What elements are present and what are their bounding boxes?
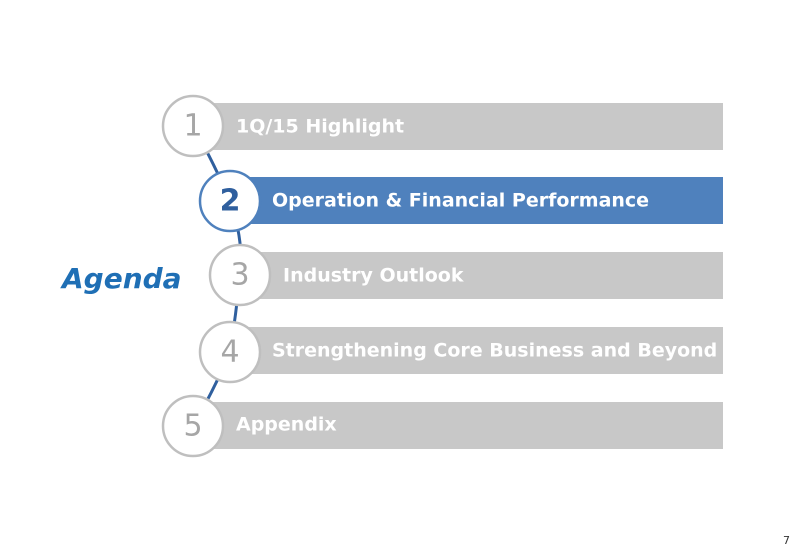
item-bar [230, 327, 723, 374]
item-label: Appendix [236, 414, 337, 436]
agenda-item: Industry Outlook 3 [208, 243, 723, 307]
item-circle [208, 243, 272, 307]
item-number: 4 [220, 335, 239, 370]
item-bar [230, 177, 723, 224]
agenda-item: Operation & Financial Performance 2 [198, 169, 723, 233]
item-label: Strengthening Core Business and Beyond [272, 340, 717, 362]
item-bar [193, 402, 723, 449]
item-label: Industry Outlook [283, 265, 464, 287]
page-number: 7 [783, 534, 790, 547]
item-number: 1 [183, 109, 202, 144]
agenda-item: 1Q/15 Highlight 1 [161, 94, 723, 158]
item-circle [161, 394, 225, 458]
item-bar [193, 103, 723, 150]
item-circle [198, 320, 262, 384]
item-label: Operation & Financial Performance [272, 190, 649, 212]
item-circle [161, 94, 225, 158]
item-bar [240, 252, 723, 299]
agenda-item: Strengthening Core Business and Beyond 4 [198, 320, 723, 384]
item-number: 2 [220, 184, 241, 219]
item-number: 3 [230, 258, 249, 293]
agenda-title: Agenda [60, 262, 182, 295]
item-label: 1Q/15 Highlight [236, 116, 404, 138]
item-circle [198, 169, 262, 233]
item-number: 5 [183, 409, 202, 444]
agenda-item: Appendix 5 [161, 394, 723, 458]
